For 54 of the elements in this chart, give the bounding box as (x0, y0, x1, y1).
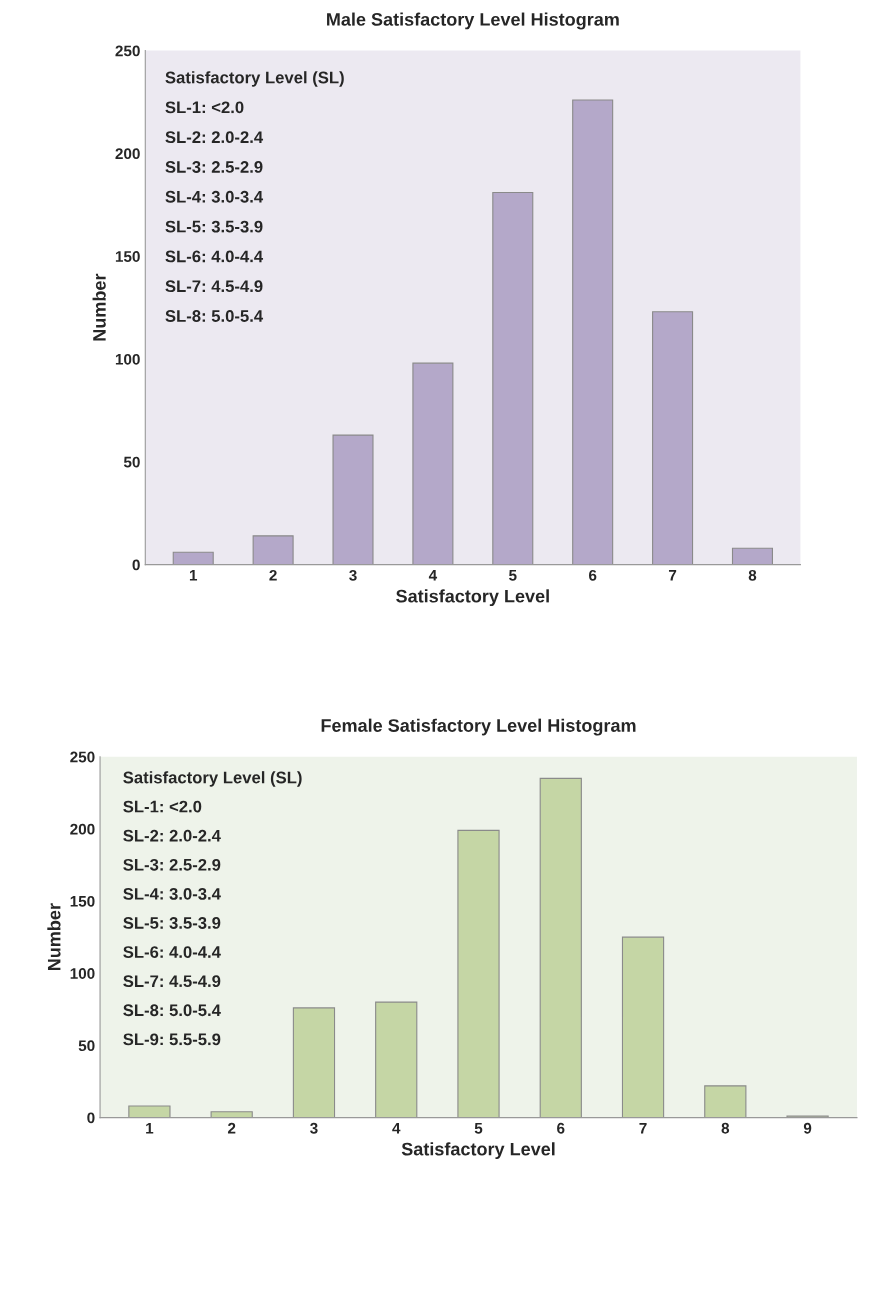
x-tick-label: 3 (349, 569, 357, 581)
x-tick-label: 2 (227, 1122, 236, 1134)
y-tick-label: 200 (115, 148, 140, 160)
x-tick-label: 7 (668, 570, 677, 581)
y-tick-label: 150 (70, 895, 95, 907)
x-tick-label: 9 (803, 1122, 812, 1134)
annotation: SL-5: 3.5-3.9 (123, 917, 221, 929)
y-axis-title: Number (47, 903, 61, 971)
annotation: SL-4: 3.0-3.4 (123, 887, 221, 900)
y-tick-label: 100 (70, 968, 95, 979)
annotation: SL-2: 2.0-2.4 (165, 131, 264, 144)
y-tick-label: 50 (78, 1040, 95, 1052)
y-tick-label: 150 (115, 251, 140, 262)
x-tick-label: 4 (392, 1123, 401, 1134)
y-tick-label: 100 (115, 353, 140, 365)
y-axis-title: Number (92, 273, 106, 341)
annotation: SL-7: 4.5-4.9 (165, 280, 263, 293)
x-tick-label: 4 (428, 570, 438, 581)
x-tick-label: 3 (310, 1122, 318, 1134)
x-tick-label: 1 (146, 1123, 154, 1134)
x-axis-title: Satisfactory Level (396, 589, 549, 607)
x-tick-label: 2 (269, 569, 277, 581)
annotation: SL-6: 4.0-4.4 (123, 946, 221, 958)
x-tick-label: 7 (639, 1123, 647, 1134)
x-tick-label: 8 (721, 1122, 730, 1134)
x-tick-label: 5 (474, 1123, 483, 1134)
chart-title: Male Satisfactory Level Histogram (327, 12, 619, 30)
annotation: SL-3: 2.5-2.9 (123, 858, 221, 871)
y-tick-label: 250 (70, 751, 95, 763)
annotation: SL-2: 2.0-2.4 (123, 829, 221, 842)
annotation: SL-9: 5.5-5.9 (123, 1033, 221, 1046)
y-tick-label: 200 (70, 823, 95, 835)
x-axis-title: Satisfactory Level (401, 1142, 555, 1160)
annotation: SL-8: 5.0-5.4 (165, 310, 264, 322)
y-tick-label: 50 (123, 456, 140, 468)
annotation: SL-7: 4.5-4.9 (123, 975, 221, 988)
x-tick-label: 6 (588, 569, 597, 581)
y-tick-label: 0 (87, 1112, 95, 1124)
annotation: SL-5: 3.5-3.9 (165, 220, 263, 233)
annotation: SL-1: <2.0 (165, 101, 244, 114)
annotation: Satisfactory Level (SL) (123, 771, 302, 787)
annotation: SL-6: 4.0-4.4 (165, 250, 264, 263)
x-tick-label: 5 (509, 570, 517, 581)
annotation: SL-8: 5.0-5.4 (123, 1004, 221, 1017)
annotation: SL-3: 2.5-2.9 (165, 161, 263, 173)
annotation: Satisfactory Level (SL) (165, 71, 344, 87)
x-tick-label: 8 (748, 569, 757, 581)
annotation: SL-4: 3.0-3.4 (165, 190, 264, 203)
y-tick-label: 250 (115, 45, 140, 57)
annotation: SL-1: <2.0 (123, 800, 202, 813)
chart-title: Female Satisfactory Level Histogram (321, 718, 636, 736)
y-tick-label: 0 (132, 559, 140, 571)
x-tick-label: 6 (557, 1122, 565, 1134)
x-tick-label: 1 (189, 570, 198, 581)
